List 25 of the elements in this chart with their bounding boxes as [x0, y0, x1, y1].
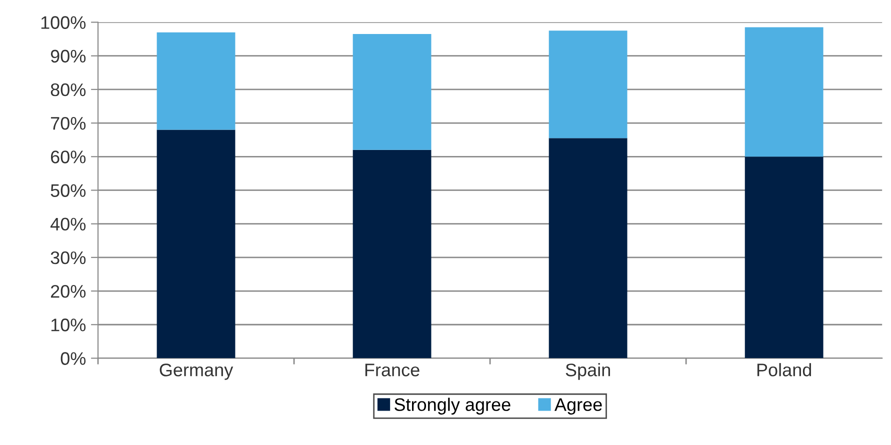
bar — [744, 156, 824, 358]
bar — [352, 150, 432, 358]
y-tick-label: 30% — [50, 251, 86, 264]
y-tick-label: 10% — [51, 318, 86, 332]
y-tick-label: 50% — [50, 184, 86, 197]
bar — [548, 30, 628, 138]
bar — [156, 32, 236, 130]
x-tick-label: Spain — [566, 363, 610, 380]
y-tick-label: 70% — [50, 116, 86, 130]
bar — [352, 34, 432, 150]
x-tick-label: Germany — [160, 364, 234, 380]
y-tick-label: 20% — [50, 284, 86, 298]
x-tick-label: France — [365, 364, 420, 376]
y-tick-label: 80% — [50, 83, 86, 96]
bar — [156, 130, 236, 358]
bar — [548, 138, 628, 358]
legend-label: Strongly agree — [394, 398, 510, 415]
y-tick-label: 0% — [60, 352, 86, 365]
y-tick-label: 40% — [50, 218, 86, 231]
bar — [744, 27, 824, 157]
y-tick-label: 100% — [41, 16, 86, 29]
x-tick-label: Poland — [757, 363, 812, 376]
legend-label: Agree — [554, 398, 602, 415]
y-tick-label: 90% — [50, 50, 86, 63]
y-tick-label: 60% — [50, 150, 86, 164]
